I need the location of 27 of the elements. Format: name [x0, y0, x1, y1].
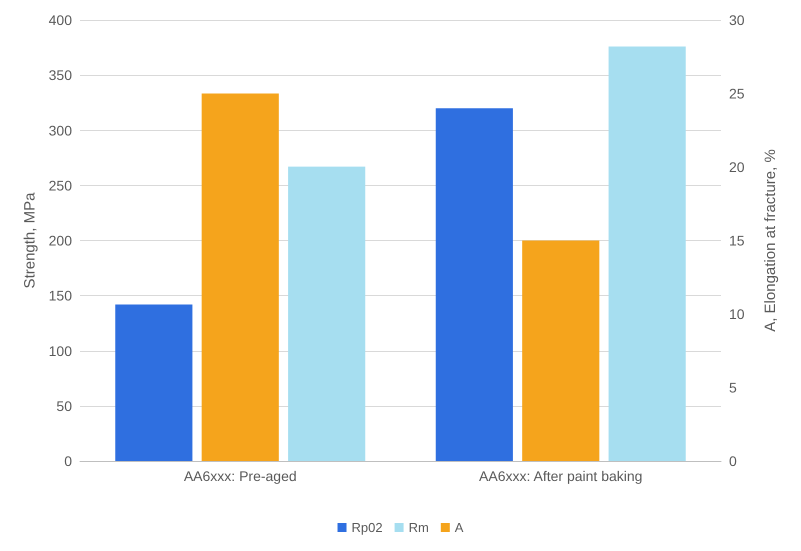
y-tick-label: 200 — [48, 232, 72, 248]
y2-tick-label: 25 — [729, 86, 745, 102]
x-tick-label: AA6xxx: Pre-aged — [184, 468, 297, 484]
y-tick-label: 350 — [48, 67, 72, 84]
y2-tick-label: 10 — [729, 306, 745, 322]
y-tick-label: 50 — [56, 398, 72, 414]
y-tick-label: 400 — [48, 12, 72, 28]
x-tick-label: AA6xxx: After paint baking — [479, 468, 642, 484]
y2-tick-label: 20 — [729, 159, 745, 175]
bar — [115, 304, 192, 461]
legend-label: A — [454, 520, 464, 535]
y2-tick-label: 5 — [729, 380, 737, 396]
y2-axis-title: A, Elongation at fracture, % — [762, 149, 779, 332]
y-axis-title: Strength, MPa — [22, 192, 39, 288]
y-tick-label: 250 — [48, 177, 72, 194]
legend-label: Rm — [408, 520, 429, 535]
y-tick-label: 300 — [48, 122, 72, 138]
y2-tick-label: 0 — [729, 453, 737, 469]
y2-tick-label: 15 — [729, 232, 745, 248]
bar — [436, 108, 513, 461]
y-tick-label: 100 — [48, 342, 72, 359]
bar — [608, 46, 686, 461]
y-tick-label: 0 — [64, 453, 72, 469]
legend-label: Rp02 — [352, 520, 383, 535]
y2-tick-label: 30 — [729, 12, 745, 28]
bar — [288, 166, 366, 461]
y-tick-label: 150 — [48, 288, 72, 304]
